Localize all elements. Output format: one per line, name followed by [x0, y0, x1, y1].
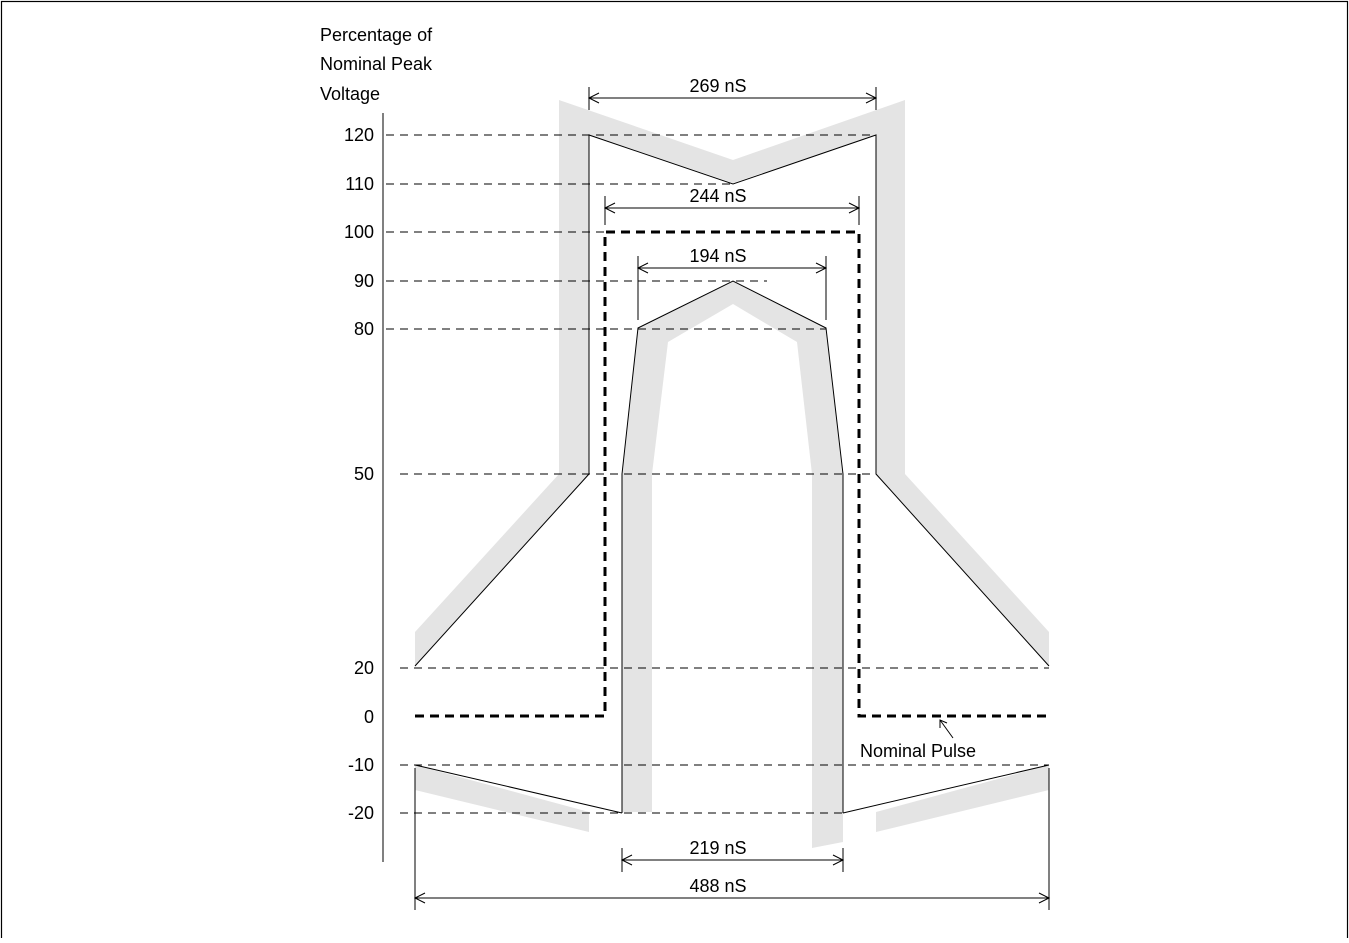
- y-tick-label: -20: [348, 803, 374, 823]
- y-axis-title-line-1: Percentage of: [320, 25, 433, 45]
- y-tick-label: 90: [354, 271, 374, 291]
- tolerance-bands: [415, 100, 1049, 848]
- y-tick-label: 20: [354, 658, 374, 678]
- lower-mask-left-line: [414, 764, 623, 814]
- dim-label-488: 488 nS: [689, 876, 746, 896]
- nominal-pulse-label: Nominal Pulse: [860, 741, 976, 761]
- reference-lines: [386, 134, 1049, 814]
- y-tick-labels: 120 110 100 90 80 50 20 0 -10 -20: [344, 125, 374, 823]
- dim-label-269: 269 nS: [689, 76, 746, 96]
- inner-mask-line: [621, 280, 844, 813]
- y-tick-label: -10: [348, 755, 374, 775]
- y-tick-label: 120: [344, 125, 374, 145]
- dim-label-219: 219 nS: [689, 838, 746, 858]
- y-axis-title-line-2: Nominal Peak: [320, 54, 433, 74]
- inner-mask-band: [622, 281, 843, 848]
- y-tick-label: 50: [354, 464, 374, 484]
- lower-mask-band-left: [415, 765, 589, 832]
- upper-mask-band-left: [415, 100, 1049, 666]
- y-tick-label: 0: [364, 707, 374, 727]
- y-tick-label: 80: [354, 319, 374, 339]
- nominal-pulse-line: [415, 230, 1052, 718]
- nominal-pulse-leader-arrow: [939, 719, 948, 728]
- y-tick-label: 110: [345, 174, 374, 194]
- y-tick-label: 100: [344, 222, 374, 242]
- y-axis-title-line-3: Voltage: [320, 84, 380, 104]
- lower-mask-right-line: [842, 764, 1050, 814]
- dim-label-244: 244 nS: [689, 186, 746, 206]
- dim-label-194: 194 nS: [689, 246, 746, 266]
- nominal-pulse-leader: [939, 719, 954, 739]
- upper-mask-line: [414, 134, 1050, 667]
- lower-mask-band-right: [876, 765, 1049, 832]
- dimension-arrows: [413, 92, 1051, 904]
